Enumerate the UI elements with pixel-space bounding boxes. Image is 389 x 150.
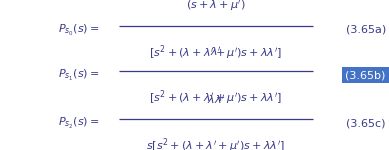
Text: $P_{s_1}(s) =$: $P_{s_1}(s) =$ xyxy=(58,68,99,82)
Text: (3.65a): (3.65a) xyxy=(345,25,386,35)
Text: $P_{s_2}(s) =$: $P_{s_2}(s) =$ xyxy=(58,116,99,130)
Text: (3.65c): (3.65c) xyxy=(346,118,385,128)
Text: $(s+\lambda+\mu^{\prime})$: $(s+\lambda+\mu^{\prime})$ xyxy=(186,0,245,13)
Text: $\lambda^{\prime}$: $\lambda^{\prime}$ xyxy=(210,45,222,58)
Text: $s[s^2+(\lambda+\lambda^{\prime}+\mu^{\prime})s+\lambda\lambda^{\prime}]$: $s[s^2+(\lambda+\lambda^{\prime}+\mu^{\p… xyxy=(146,136,286,150)
Text: $P_{s_0}(s) =$: $P_{s_0}(s) =$ xyxy=(58,22,99,38)
Text: $[s^2+(\lambda+\lambda^{\prime}+\mu^{\prime})s+\lambda\lambda^{\prime}]$: $[s^2+(\lambda+\lambda^{\prime}+\mu^{\pr… xyxy=(149,88,282,107)
Text: $[s^2+(\lambda+\lambda^{\prime}+\mu^{\prime})s+\lambda\lambda^{\prime}]$: $[s^2+(\lambda+\lambda^{\prime}+\mu^{\pr… xyxy=(149,44,282,62)
Text: $\lambda\lambda^{\prime}$: $\lambda\lambda^{\prime}$ xyxy=(207,93,225,106)
Text: (3.65b): (3.65b) xyxy=(345,70,386,80)
